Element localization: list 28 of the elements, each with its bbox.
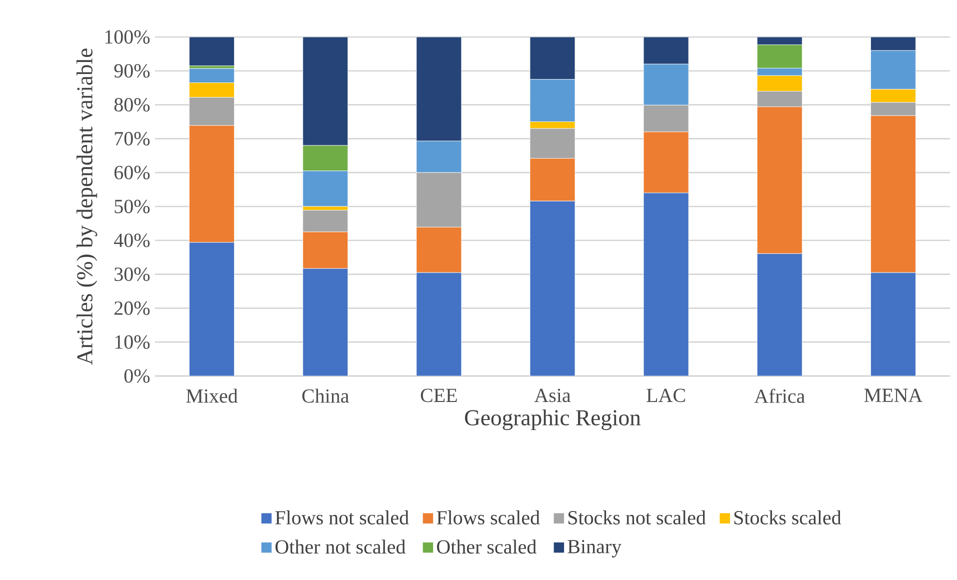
y-tick-label: 70% (114, 132, 150, 146)
y-tick-label: 30% (114, 268, 150, 282)
y-tick-label: 10% (115, 335, 150, 349)
x-tick-label: CEE (420, 388, 457, 402)
y-tick-label: 100% (105, 30, 150, 44)
x-tick-label: Mixed (186, 388, 238, 403)
bar (189, 36, 234, 66)
y-axis-title: Articles (%) by dependent variable (76, 48, 98, 365)
y-tick-label: 80% (114, 98, 150, 112)
x-tick-label: MENA (864, 388, 922, 402)
y-tick-label: 20% (114, 301, 150, 315)
y-tick-label: 90% (114, 64, 150, 78)
y-tick-label: 40% (114, 234, 150, 248)
legend-label: Stocks scaled (734, 510, 842, 524)
x-tick-label: Africa (754, 388, 805, 403)
legend-label: Other scaled (437, 540, 536, 554)
y-tick-label: 60% (114, 166, 150, 180)
legend-label: Flows not scaled (275, 510, 409, 524)
legend-label: Other not scaled (276, 540, 406, 554)
x-axis-title: Geographic Region (464, 409, 641, 430)
x-tick-label: LAC (646, 388, 685, 402)
y-tick-label: 0% (124, 369, 150, 383)
x-tick-label: Asia (534, 388, 571, 402)
x-tick-label: China (302, 388, 349, 403)
legend-label: Stocks not scaled (568, 510, 706, 524)
legend-label: Flows scaled (436, 510, 540, 524)
y-tick-label: 50% (114, 200, 150, 214)
legend-label: Binary (568, 540, 622, 558)
